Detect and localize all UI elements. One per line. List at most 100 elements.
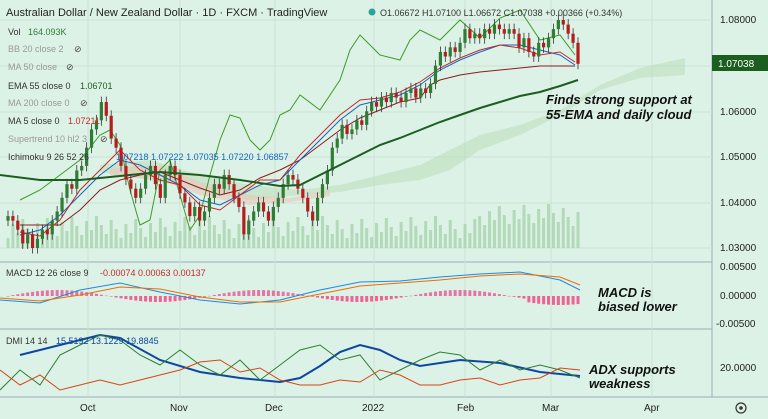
volume-bar [168, 236, 172, 248]
eye-off-icon[interactable]: ⊘ [100, 134, 108, 144]
macd-histogram-bar [21, 293, 25, 296]
macd-histogram-bar [232, 291, 236, 296]
volume-bar [276, 227, 280, 248]
macd-histogram-bar [542, 296, 546, 305]
macd-histogram-bar [262, 290, 266, 296]
candle-body [478, 33, 482, 39]
candle-body [35, 238, 40, 248]
volume-bar [379, 232, 383, 248]
di-plus-line [0, 334, 581, 391]
legend-ma5-label[interactable]: MA 5 close 0 [8, 116, 60, 126]
candle-body [60, 197, 64, 212]
macd-histogram-bar [144, 296, 148, 302]
volume-bar [561, 208, 565, 248]
volume-bar [320, 216, 324, 248]
legend-bb-label[interactable]: BB 20 close 2 [8, 44, 64, 54]
macd-histogram-bar [497, 294, 501, 296]
macd-histogram-bar [31, 291, 35, 296]
macd-histogram-bar [409, 295, 413, 297]
macd-histogram [6, 290, 580, 305]
eye-off-icon[interactable]: ⊘ [66, 62, 74, 72]
volume-bar [375, 223, 379, 248]
macd-histogram-bar [80, 291, 84, 296]
volume-bar [203, 230, 207, 248]
volume-bar [114, 229, 118, 248]
ema55-line [0, 79, 579, 188]
candle-body [566, 24, 570, 34]
candle-body [360, 120, 364, 125]
macd-histogram-bar [70, 290, 74, 296]
macd-histogram-bar [379, 296, 383, 301]
eye-off-icon[interactable]: ⊘ [80, 98, 88, 108]
volume-bar [512, 210, 516, 248]
volume-bar [6, 238, 10, 248]
volume-bar [271, 218, 275, 248]
candle-body [65, 184, 69, 198]
dmi-label[interactable]: DMI 14 14 [6, 336, 48, 346]
volume-bar [556, 222, 560, 248]
macd-histogram-bar [429, 292, 433, 296]
macd-histogram-bar [124, 296, 128, 300]
volume-bar [173, 222, 177, 248]
eye-off-icon[interactable]: ⊘ [74, 44, 82, 54]
volume-bar [360, 219, 364, 248]
candle-body [109, 115, 113, 139]
candle-body [335, 138, 339, 148]
macd-histogram-bar [453, 290, 457, 296]
candle-body [325, 170, 329, 185]
candle-body [148, 165, 153, 176]
annotation-price-line1: Finds strong support at [546, 92, 693, 107]
macd-label[interactable]: MACD 12 26 close 9 [6, 268, 89, 278]
volume-bar [507, 224, 511, 248]
volume-bar [11, 224, 15, 248]
candle-body [379, 97, 384, 107]
price-tick-3: 1.05000 [720, 152, 757, 163]
volume-bar [55, 236, 59, 248]
legend-supertrend-label[interactable]: Supertrend 10 hl2 3 [8, 134, 87, 144]
legend-ema55-value: 1.06701 [80, 81, 113, 91]
ma5-line [19, 44, 576, 237]
macd-histogram-bar [286, 292, 290, 296]
legend-ma50-label[interactable]: MA 50 close [8, 62, 57, 72]
volume-bar [448, 220, 452, 248]
volume-bar [532, 223, 536, 248]
legend-ichimoku-label[interactable]: Ichimoku 9 26 52 26 [8, 152, 89, 162]
macd-histogram-bar [350, 296, 354, 302]
candle-body [242, 206, 246, 235]
legend-vol-label[interactable]: Vol [8, 27, 21, 37]
volume-bar [193, 235, 197, 248]
chart-symbol-title[interactable]: Australian Dollar / New Zealand Dollar ·… [6, 7, 327, 19]
candle-body [168, 165, 172, 176]
macd-histogram-bar [109, 296, 113, 297]
macd-histogram-bar [311, 296, 315, 297]
candle-body [404, 92, 408, 103]
macd-histogram-bar [60, 290, 64, 296]
price-tick-2: 1.06000 [720, 107, 757, 118]
candle-body [89, 129, 94, 148]
legend-ema55-label[interactable]: EMA 55 close 0 [8, 81, 71, 91]
macd-histogram-bar [448, 290, 452, 296]
macd-histogram-bar [345, 296, 349, 302]
macd-histogram-bar [237, 291, 241, 296]
dmi-values: 15.5192 13.1229 19.8845 [56, 336, 159, 346]
macd-values: -0.00074 0.00063 0.00137 [100, 268, 206, 278]
volume-bar [257, 237, 261, 248]
volume-bar [488, 211, 492, 248]
candle-body [85, 147, 89, 166]
candle-body [532, 51, 536, 57]
legend-ma200-label[interactable]: MA 200 close 0 [8, 98, 70, 108]
candle-body [104, 102, 108, 116]
volume-bar [335, 220, 339, 248]
annotation-macd-line1: MACD is [598, 285, 651, 300]
candle-body [463, 29, 467, 43]
volume-bar [301, 226, 305, 248]
volume-bar [355, 233, 359, 248]
gear-icon[interactable] [735, 402, 747, 414]
macd-histogram-bar [532, 296, 536, 304]
candle-body [193, 206, 197, 217]
candle-body [143, 175, 148, 189]
volume-bar [311, 221, 315, 248]
macd-histogram-bar [365, 296, 369, 302]
